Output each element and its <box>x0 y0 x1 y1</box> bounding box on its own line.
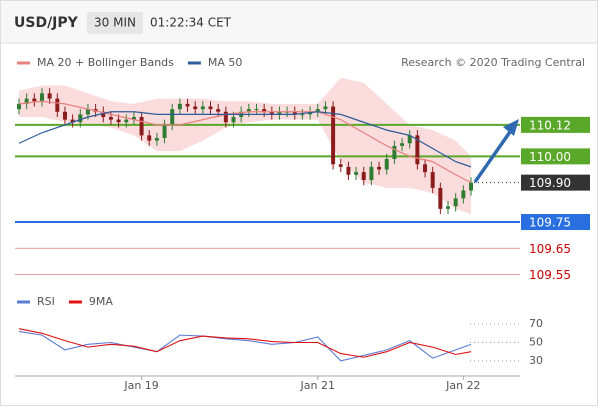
y-tick-label: 50 <box>529 336 543 349</box>
candle-body <box>469 182 473 191</box>
candle-body <box>85 109 90 115</box>
candle-body <box>116 119 121 123</box>
candle-body <box>208 106 213 110</box>
candle-body <box>193 106 198 110</box>
candle-body <box>315 109 320 112</box>
candle-body <box>101 111 106 117</box>
ma-line <box>18 111 472 168</box>
candle-body <box>223 111 228 123</box>
interval-box[interactable] <box>87 12 143 34</box>
candle-body <box>254 109 259 111</box>
forecast-arrow <box>473 127 514 184</box>
candle-body <box>216 109 221 112</box>
y-tick-label: 70 <box>529 317 543 330</box>
clock: 01:22:34 CET <box>150 16 232 30</box>
candle-body <box>39 93 44 102</box>
candle-body <box>17 103 21 110</box>
candle-body <box>139 117 144 136</box>
level-box <box>521 174 590 191</box>
candle-body <box>277 111 282 115</box>
candle-body <box>423 164 428 173</box>
candle-body <box>70 119 75 123</box>
level-label: 109.55 <box>529 268 571 282</box>
candle-body <box>55 98 60 112</box>
candle-body <box>430 172 435 188</box>
candle-body <box>108 117 113 120</box>
candle-body <box>162 124 167 138</box>
candle-body <box>185 103 190 107</box>
candle-body <box>24 98 29 104</box>
candle-body <box>453 198 458 207</box>
candle-body <box>78 114 83 123</box>
level-label: 109.65 <box>529 242 571 256</box>
candle-body <box>415 135 420 165</box>
candle-body <box>47 93 52 99</box>
candle-body <box>354 172 359 175</box>
candle-body <box>177 103 182 110</box>
candle-body <box>384 159 389 170</box>
candle-body <box>246 109 251 112</box>
candle-body <box>269 111 274 115</box>
candle-body <box>300 114 305 116</box>
interval[interactable]: 30 MIN <box>94 16 136 30</box>
level-label: 109.90 <box>529 176 571 190</box>
level-label: 109.75 <box>529 216 571 230</box>
legend-label: MA 20 + Bollinger Bands <box>37 56 174 69</box>
candle-body <box>292 111 297 115</box>
candle-body <box>131 117 136 120</box>
candle-body <box>32 98 37 102</box>
arrow-head <box>503 119 519 136</box>
candle-body <box>323 106 328 110</box>
candle-body <box>262 109 267 112</box>
candle-body <box>461 190 466 199</box>
candle-body <box>407 135 412 144</box>
level-box <box>521 148 590 165</box>
candle-body <box>231 117 236 123</box>
candle-body <box>392 145 397 159</box>
level-label: 110.00 <box>529 150 571 164</box>
level-box <box>521 214 590 230</box>
candle-body <box>438 187 443 209</box>
candle-body <box>346 166 351 175</box>
candle-body <box>200 106 205 110</box>
candle-body <box>154 138 159 141</box>
rsi-line <box>18 330 472 362</box>
legend-label: 9MA <box>89 295 113 308</box>
legend-label: MA 50 <box>208 56 243 69</box>
candle-body <box>446 206 451 209</box>
candle-body <box>369 166 374 180</box>
candle-body <box>170 109 175 125</box>
ma-line <box>18 100 472 184</box>
x-tick-label: Jan 22 <box>445 379 480 392</box>
x-tick-label: Jan 19 <box>123 379 158 392</box>
legend-label: RSI <box>37 295 55 308</box>
candle-body <box>400 143 405 146</box>
candle-body <box>124 119 129 123</box>
candle-body <box>147 135 152 141</box>
candle-body <box>377 166 382 170</box>
x-tick-label: Jan 21 <box>300 379 335 392</box>
y-tick-label: 30 <box>529 354 543 367</box>
level-box <box>521 116 590 133</box>
candle-body <box>361 172 366 180</box>
symbol: USD/JPY <box>14 15 79 31</box>
level-label: 110.12 <box>529 118 571 132</box>
rsi-line <box>18 328 472 358</box>
candle-body <box>331 106 336 165</box>
candle-body <box>62 111 67 120</box>
candle-body <box>338 164 343 167</box>
copyright: Research © 2020 Trading Central <box>401 56 585 69</box>
